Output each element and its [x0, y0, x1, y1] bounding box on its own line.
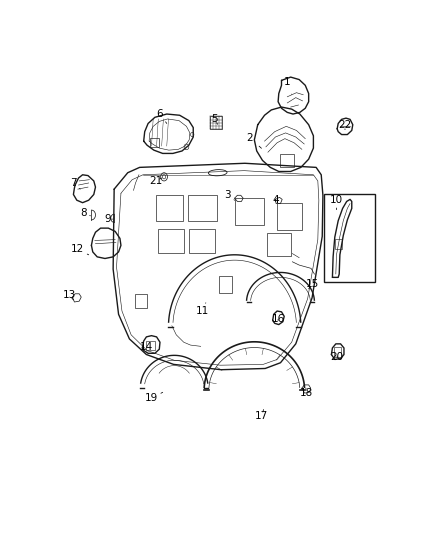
Text: 9: 9	[104, 214, 113, 224]
Bar	[235, 198, 264, 225]
Text: 12: 12	[71, 245, 88, 255]
Text: 4: 4	[272, 195, 279, 205]
Bar	[210, 117, 223, 129]
Bar	[151, 138, 159, 147]
Bar	[335, 239, 342, 249]
Bar	[334, 347, 341, 357]
Text: 15: 15	[306, 279, 319, 289]
Bar	[189, 229, 215, 253]
Bar	[134, 294, 148, 308]
Text: 21: 21	[149, 176, 162, 186]
Text: 19: 19	[145, 392, 162, 403]
Text: 16: 16	[272, 314, 285, 324]
Text: 10: 10	[330, 195, 343, 209]
Text: 2: 2	[247, 133, 261, 148]
Text: 18: 18	[299, 388, 313, 398]
Text: 22: 22	[338, 120, 352, 130]
Text: 17: 17	[255, 409, 268, 421]
Bar	[324, 194, 375, 282]
Text: 20: 20	[331, 352, 344, 362]
Bar	[277, 204, 301, 230]
Bar	[188, 195, 217, 221]
Text: 3: 3	[225, 190, 235, 200]
Bar	[280, 154, 294, 167]
Bar	[158, 229, 184, 253]
Bar	[156, 195, 183, 221]
Text: 7: 7	[70, 178, 80, 189]
Text: 6: 6	[157, 109, 167, 124]
Text: 5: 5	[211, 115, 218, 124]
Text: 13: 13	[62, 289, 76, 300]
Bar	[219, 276, 232, 293]
Text: 8: 8	[80, 207, 90, 217]
Text: 11: 11	[196, 303, 209, 316]
Bar	[267, 233, 291, 256]
Bar	[146, 342, 155, 350]
Text: 1: 1	[284, 77, 291, 94]
Text: 14: 14	[140, 342, 153, 352]
